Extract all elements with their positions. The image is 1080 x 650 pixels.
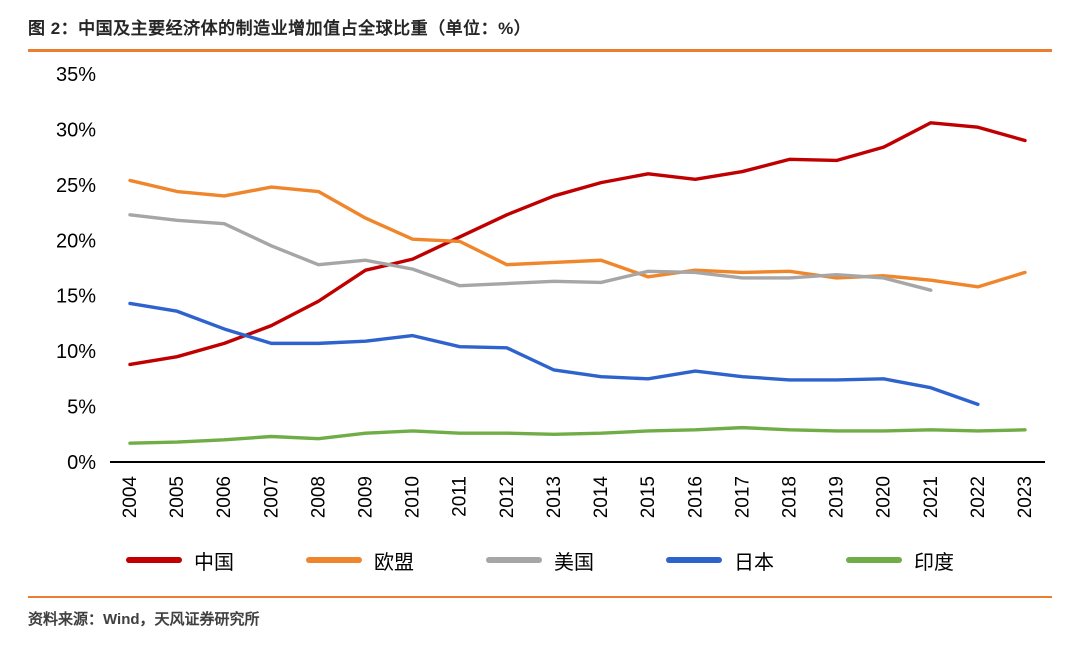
y-tick-label: 30% bbox=[56, 119, 96, 141]
series-line-3 bbox=[128, 301, 980, 407]
x-tick-label: 2015 bbox=[638, 476, 659, 518]
x-tick-label: 2007 bbox=[261, 476, 282, 518]
x-tick-label: 2012 bbox=[497, 476, 518, 518]
figure-header: 图 2：中国及主要经济体的制造业增加值占全球比重（单位：%） bbox=[28, 14, 1052, 52]
x-tick-label: 2021 bbox=[921, 476, 942, 518]
source-note: 资料来源：Wind，天风证券研究所 bbox=[28, 611, 260, 628]
legend-label: 中国 bbox=[194, 551, 234, 574]
legend-swatch bbox=[846, 557, 902, 563]
y-tick-label: 10% bbox=[56, 341, 96, 363]
line-chart: 35% 30% 25% 20% 15% 10% 5% 0% 2004 2005 2006 2007 20… bbox=[0, 52, 1080, 534]
series-line-0 bbox=[128, 121, 1027, 367]
x-tick-label: 2009 bbox=[356, 476, 377, 518]
x-tick-label: 2005 bbox=[167, 476, 188, 518]
x-tick-label: 2011 bbox=[450, 476, 471, 517]
legend-swatch bbox=[306, 557, 362, 563]
x-tick-label: 2023 bbox=[1015, 476, 1036, 518]
x-tick-label: 2006 bbox=[214, 476, 235, 518]
x-tick-label: 2016 bbox=[685, 476, 706, 518]
series-line-4 bbox=[128, 425, 1027, 445]
legend-item-2: 美国 bbox=[486, 546, 594, 575]
chart-legend: 中国 欧盟 美国 日本 印度 bbox=[0, 536, 1080, 584]
series-line-1 bbox=[128, 178, 1027, 289]
legend-swatch bbox=[126, 557, 182, 563]
legend-item-1: 欧盟 bbox=[306, 546, 414, 575]
x-tick-label: 2008 bbox=[308, 476, 329, 518]
figure-footer: 资料来源：Wind，天风证券研究所 bbox=[28, 596, 1052, 629]
legend-item-3: 日本 bbox=[666, 546, 774, 575]
chart-canvas: 35% 30% 25% 20% 15% 10% 5% 0% 2004 2005 2006 2007 20… bbox=[56, 64, 1045, 519]
x-tick-label: 2014 bbox=[591, 476, 612, 519]
y-tick-label: 15% bbox=[56, 286, 96, 308]
y-tick-label: 25% bbox=[56, 175, 96, 197]
y-tick-label: 5% bbox=[67, 397, 96, 419]
legend-label: 日本 bbox=[734, 551, 774, 574]
legend-item-0: 中国 bbox=[126, 546, 234, 575]
legend-label: 印度 bbox=[914, 551, 954, 574]
x-tick-label: 2010 bbox=[403, 476, 424, 518]
figure-title: 图 2：中国及主要经济体的制造业增加值占全球比重（单位：%） bbox=[28, 19, 532, 38]
y-tick-label: 0% bbox=[67, 452, 96, 474]
series-line-2 bbox=[128, 213, 933, 292]
x-tick-label: 2020 bbox=[874, 476, 895, 518]
legend-swatch bbox=[666, 557, 722, 563]
x-tick-label: 2022 bbox=[968, 476, 989, 518]
x-tick-label: 2004 bbox=[120, 476, 141, 519]
x-tick-label: 2018 bbox=[779, 476, 800, 518]
y-tick-label: 20% bbox=[56, 230, 96, 252]
x-tick-label: 2017 bbox=[732, 476, 753, 518]
y-tick-label: 35% bbox=[56, 64, 96, 86]
legend-label: 美国 bbox=[554, 551, 594, 574]
legend-swatch bbox=[486, 557, 542, 563]
legend-label: 欧盟 bbox=[374, 551, 414, 574]
x-tick-label: 2019 bbox=[827, 476, 848, 518]
x-tick-label: 2013 bbox=[544, 476, 565, 518]
legend-item-4: 印度 bbox=[846, 546, 954, 575]
